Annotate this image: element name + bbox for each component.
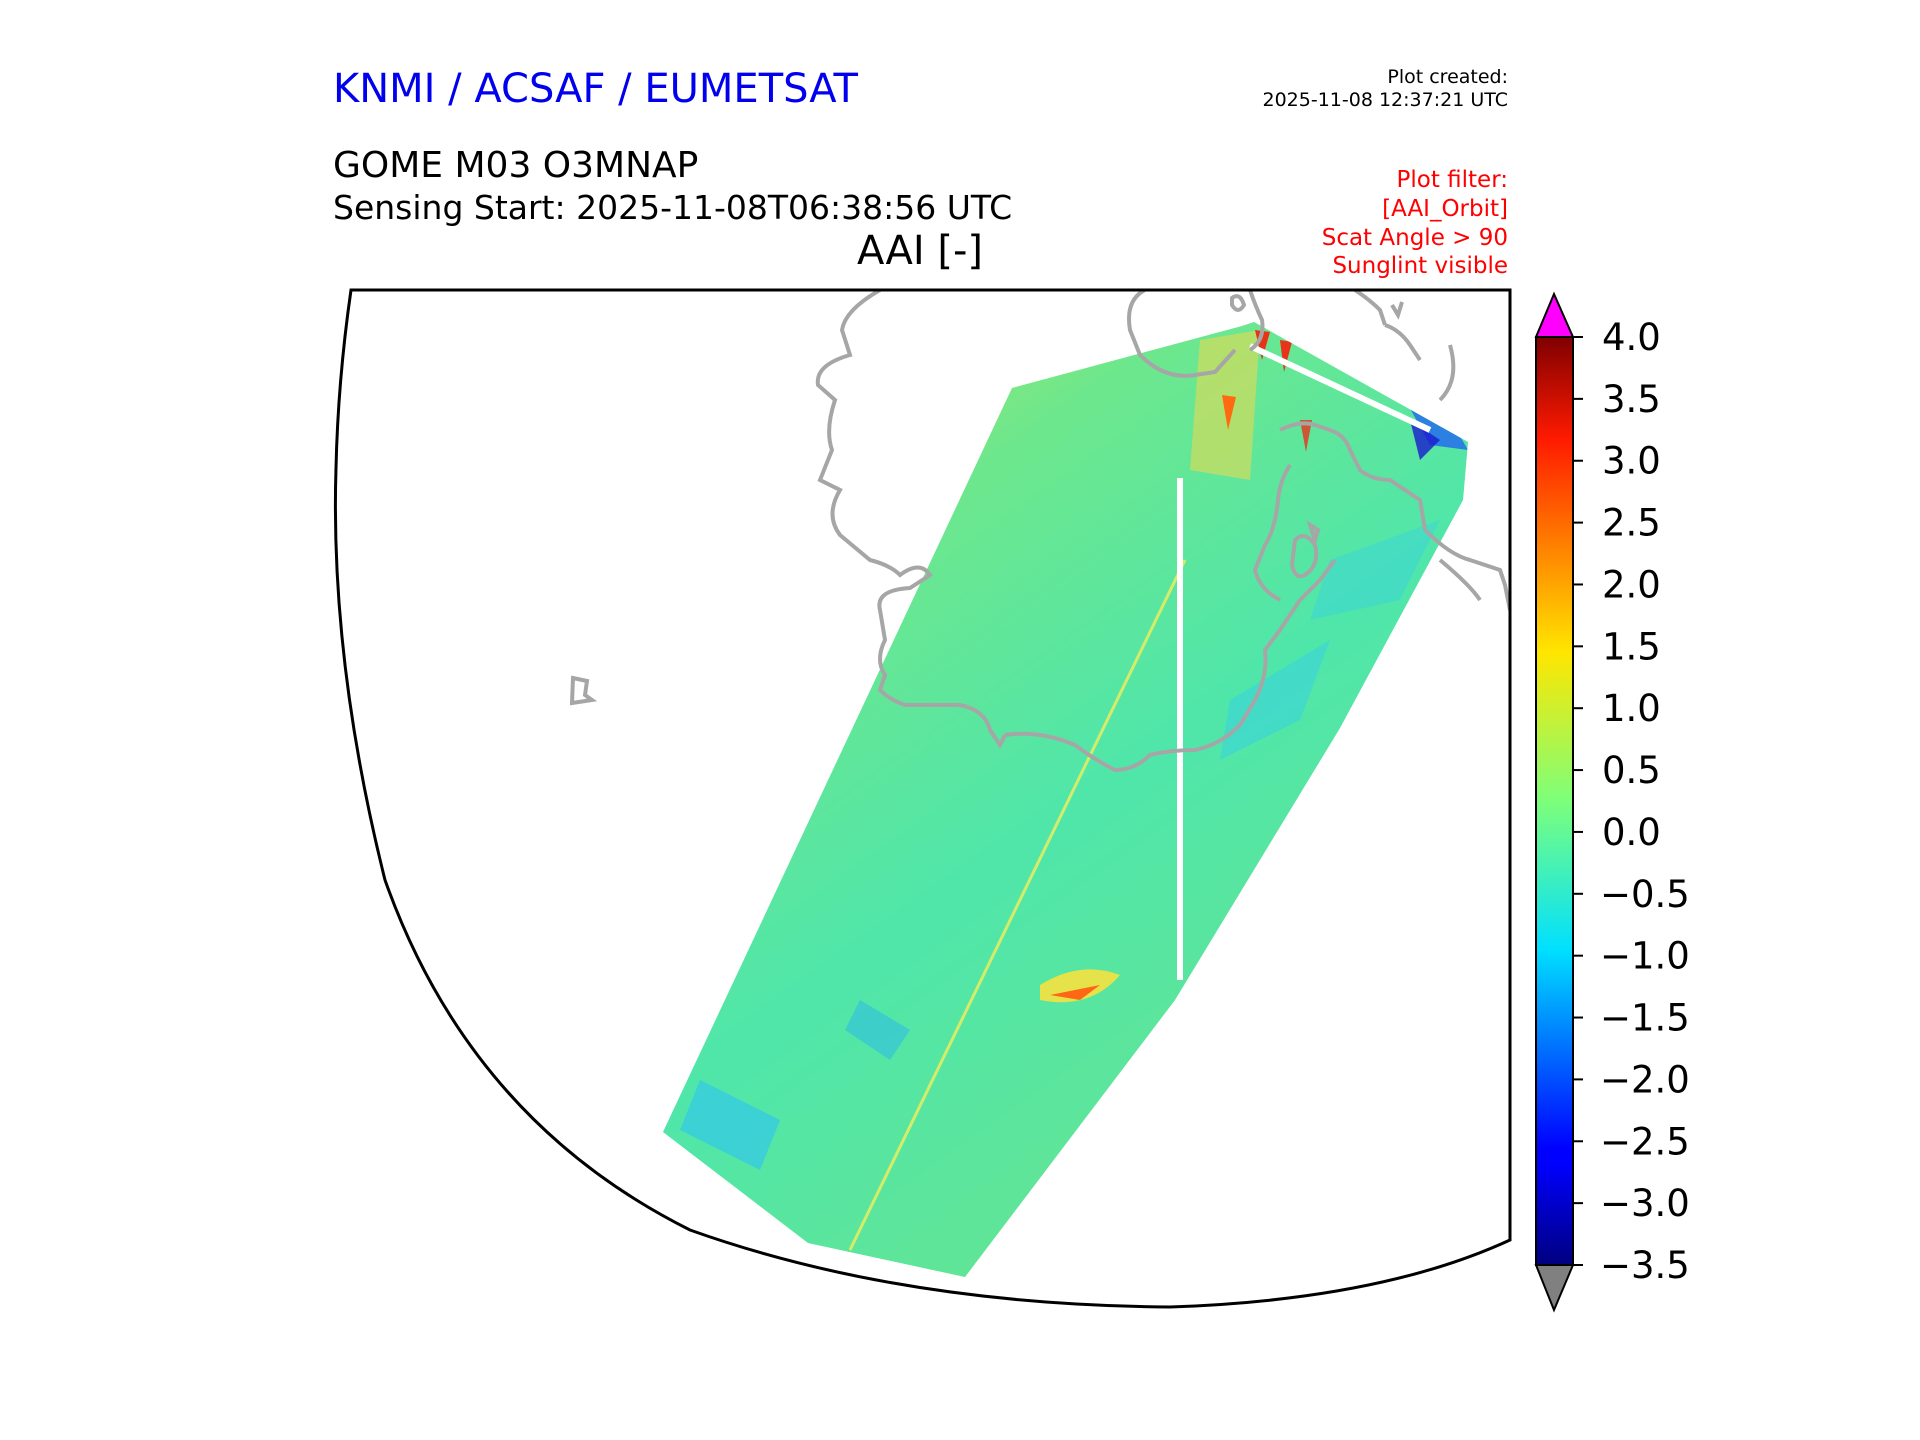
organization-title: KNMI / ACSAF / EUMETSAT <box>333 66 858 112</box>
colorbar-tick-label: −1.0 <box>1600 935 1690 978</box>
colorbar-tick-label: 0.5 <box>1602 749 1661 792</box>
plot-filter-sunglint: Sunglint visible <box>1332 253 1508 279</box>
colorbar-tick-label: −1.5 <box>1600 997 1690 1040</box>
colorbar-tick-label: 0.0 <box>1602 811 1661 854</box>
colorbar-tick-label: 1.0 <box>1602 687 1661 730</box>
colorbar-tick-label: −0.5 <box>1600 873 1690 916</box>
colorbar-tick-label: 1.5 <box>1602 625 1661 668</box>
colorbar: 4.0 3.5 3.0 2.5 2.0 1.5 1.0 0.5 0.0 −0.5 −1.0 −1.5 −… <box>1534 291 1690 1313</box>
map-boundary <box>333 288 1512 1309</box>
colorbar-tick-label: −2.0 <box>1600 1058 1690 1101</box>
product-title: GOME M03 O3MNAP <box>333 145 699 186</box>
colorbar-tick-label: 2.0 <box>1602 563 1661 606</box>
aai-swath <box>663 322 1468 1277</box>
variable-title: AAI [-] <box>857 228 983 274</box>
colorbar-tick-label: −2.5 <box>1600 1120 1690 1163</box>
colorbar-tick-label: 2.5 <box>1602 502 1661 545</box>
plot-created-timestamp: 2025-11-08 12:37:21 UTC <box>1262 89 1509 111</box>
coastlines <box>569 290 1510 773</box>
plot-filter-orbit: [AAI_Orbit] <box>1382 196 1508 222</box>
colorbar-ticks: 4.0 3.5 3.0 2.5 2.0 1.5 1.0 0.5 0.0 −0.5 −1.0 −1.5 −… <box>1573 316 1690 1287</box>
plot-filter-scat-angle: Scat Angle > 90 <box>1321 225 1508 251</box>
colorbar-tick-label: −3.5 <box>1600 1244 1690 1287</box>
colorbar-ramp <box>1535 336 1574 1266</box>
colorbar-over-extension <box>1534 291 1575 338</box>
colorbar-tick-label: 3.5 <box>1602 378 1661 421</box>
plot-filter-label: Plot filter: <box>1396 167 1508 193</box>
colorbar-tick-label: 4.0 <box>1602 316 1661 359</box>
colorbar-tick-label: −3.0 <box>1600 1182 1690 1225</box>
colorbar-tick-label: 3.0 <box>1602 440 1661 483</box>
colorbar-under-extension <box>1534 1264 1575 1313</box>
plot-created-label: Plot created: <box>1387 66 1508 88</box>
sensing-start: Sensing Start: 2025-11-08T06:38:56 UTC <box>333 188 1013 227</box>
